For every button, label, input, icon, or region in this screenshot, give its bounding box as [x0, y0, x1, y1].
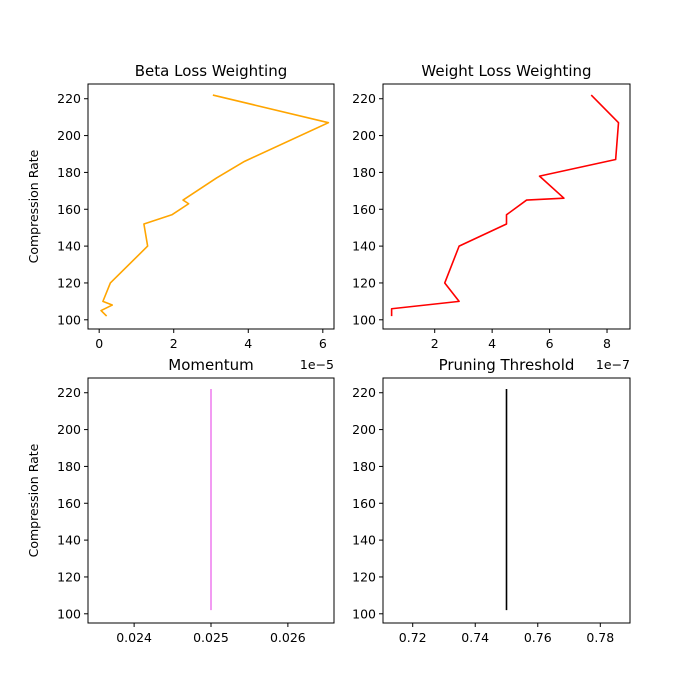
y-axis-label: Compression Rate [26, 443, 41, 557]
axes-frame [382, 377, 631, 624]
y-tick-label: 100 [57, 312, 81, 327]
subplot-2: 2 4 6 8 100 120 140 160 180 200 220 Weight Loss Wei… [352, 62, 631, 372]
y-tick-label: 120 [352, 275, 376, 290]
y-tick-label: 120 [57, 275, 81, 290]
x-tick-label: 0.024 [116, 630, 152, 645]
x-tick-label: 4 [488, 336, 496, 351]
subplot-title: Weight Loss Weighting [421, 62, 591, 80]
x-tick-label: 0.72 [399, 630, 427, 645]
x-tick-label: 0.026 [270, 630, 306, 645]
x-tick-label: 6 [546, 336, 554, 351]
y-tick-label: 220 [352, 385, 376, 400]
y-tick-label: 120 [352, 569, 376, 584]
y-tick-label: 140 [57, 239, 81, 254]
y-tick-label: 220 [352, 91, 376, 106]
y-tick-label: 140 [352, 239, 376, 254]
y-tick-label: 120 [57, 569, 81, 584]
x-tick-label: 2 [170, 336, 178, 351]
y-tick-label: 220 [57, 91, 81, 106]
y-tick-label: 140 [57, 533, 81, 548]
y-tick-label: 160 [57, 202, 81, 217]
y-tick-label: 160 [57, 496, 81, 511]
y-tick-label: 160 [352, 202, 376, 217]
subplots: 0 2 4 6 100 120 140 160 180 200 220 Beta Loss Weigh… [26, 62, 631, 645]
y-tick-label: 200 [352, 422, 376, 437]
x-offset-text: 1e−7 [596, 357, 630, 372]
x-tick-label: 4 [244, 336, 252, 351]
x-tick-label: 8 [603, 336, 611, 351]
y-tick-label: 100 [352, 606, 376, 621]
y-tick-label: 180 [57, 459, 81, 474]
x-tick-label: 0.74 [461, 630, 489, 645]
x-tick-label: 0 [95, 336, 103, 351]
y-tick-label: 100 [57, 606, 81, 621]
axes-frame [382, 83, 631, 330]
y-tick-label: 160 [352, 496, 376, 511]
y-tick-label: 140 [352, 533, 376, 548]
x-tick-label: 0.78 [586, 630, 614, 645]
subplot-1: 0 2 4 6 100 120 140 160 180 200 220 Beta Loss Weigh… [26, 62, 335, 372]
axes-frame [87, 83, 335, 330]
y-tick-label: 180 [352, 459, 376, 474]
subplot-3: 0.024 0.025 0.026 100 120 140 160 180 200 220 Mome… [26, 356, 335, 645]
series-line [390, 94, 620, 317]
subplot-title: Momentum [168, 356, 253, 374]
y-tick-label: 200 [352, 128, 376, 143]
x-offset-text: 1e−5 [300, 357, 334, 372]
y-tick-label: 100 [352, 312, 376, 327]
y-tick-label: 180 [352, 165, 376, 180]
y-tick-label: 200 [57, 128, 81, 143]
x-tick-label: 6 [319, 336, 327, 351]
y-tick-label: 200 [57, 422, 81, 437]
subplot-title: Beta Loss Weighting [135, 62, 287, 80]
y-axis-label: Compression Rate [26, 149, 41, 263]
y-tick-label: 220 [57, 385, 81, 400]
subplot-title: Pruning Threshold [439, 356, 575, 374]
x-tick-label: 0.76 [524, 630, 552, 645]
x-tick-label: 2 [431, 336, 439, 351]
subplot-4: 0.72 0.74 0.76 0.78 100 120 140 160 180 200 220 Pru… [352, 356, 631, 645]
x-tick-label: 0.025 [193, 630, 229, 645]
y-tick-label: 180 [57, 165, 81, 180]
series-line [100, 94, 330, 317]
